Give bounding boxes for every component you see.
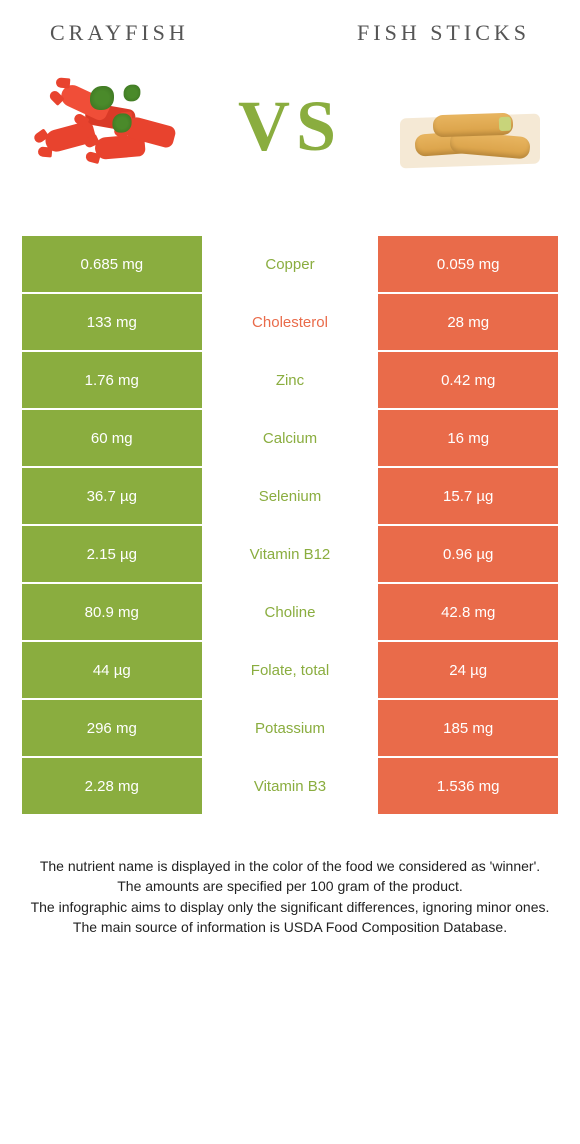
value-right: 0.96 µg [378, 526, 558, 582]
value-right: 24 µg [378, 642, 558, 698]
value-right: 1.536 mg [378, 758, 558, 814]
value-right: 185 mg [378, 700, 558, 756]
value-left: 296 mg [22, 700, 202, 756]
table-row: 80.9 mgCholine42.8 mg [22, 584, 558, 642]
footer-notes: The nutrient name is displayed in the co… [30, 856, 550, 937]
footer-line: The infographic aims to display only the… [30, 897, 550, 917]
value-right: 0.059 mg [378, 236, 558, 292]
table-row: 36.7 µgSelenium15.7 µg [22, 468, 558, 526]
value-left: 44 µg [22, 642, 202, 698]
value-left: 0.685 mg [22, 236, 202, 292]
value-right: 28 mg [378, 294, 558, 350]
nutrient-label: Choline [202, 584, 379, 640]
value-left: 133 mg [22, 294, 202, 350]
value-left: 36.7 µg [22, 468, 202, 524]
table-row: 133 mgCholesterol28 mg [22, 294, 558, 352]
footer-line: The main source of information is USDA F… [30, 917, 550, 937]
nutrient-label: Copper [202, 236, 379, 292]
value-left: 60 mg [22, 410, 202, 466]
table-row: 2.15 µgVitamin B120.96 µg [22, 526, 558, 584]
table-row: 44 µgFolate, total24 µg [22, 642, 558, 700]
food-title-left: Crayfish [50, 20, 189, 46]
nutrient-label: Calcium [202, 410, 379, 466]
footer-line: The nutrient name is displayed in the co… [30, 856, 550, 876]
food-title-right: Fish sticks [357, 20, 530, 46]
table-row: 296 mgPotassium185 mg [22, 700, 558, 758]
nutrient-label: Potassium [202, 700, 379, 756]
table-row: 0.685 mgCopper0.059 mg [22, 236, 558, 294]
fish-sticks-image [390, 66, 550, 186]
nutrient-label: Selenium [202, 468, 379, 524]
value-right: 42.8 mg [378, 584, 558, 640]
value-left: 1.76 mg [22, 352, 202, 408]
value-right: 15.7 µg [378, 468, 558, 524]
nutrient-label: Cholesterol [202, 294, 379, 350]
nutrient-label: Zinc [202, 352, 379, 408]
value-left: 2.28 mg [22, 758, 202, 814]
value-right: 0.42 mg [378, 352, 558, 408]
footer-line: The amounts are specified per 100 gram o… [30, 876, 550, 896]
nutrient-label: Folate, total [202, 642, 379, 698]
header: Crayfish Fish sticks [0, 0, 580, 56]
hero-row: VS [0, 56, 580, 206]
crayfish-image [30, 66, 190, 186]
nutrient-label: Vitamin B3 [202, 758, 379, 814]
table-row: 1.76 mgZinc0.42 mg [22, 352, 558, 410]
comparison-table: 0.685 mgCopper0.059 mg133 mgCholesterol2… [22, 236, 558, 816]
vs-label: VS [238, 85, 342, 168]
value-left: 2.15 µg [22, 526, 202, 582]
table-row: 2.28 mgVitamin B31.536 mg [22, 758, 558, 816]
value-right: 16 mg [378, 410, 558, 466]
table-row: 60 mgCalcium16 mg [22, 410, 558, 468]
value-left: 80.9 mg [22, 584, 202, 640]
nutrient-label: Vitamin B12 [202, 526, 379, 582]
